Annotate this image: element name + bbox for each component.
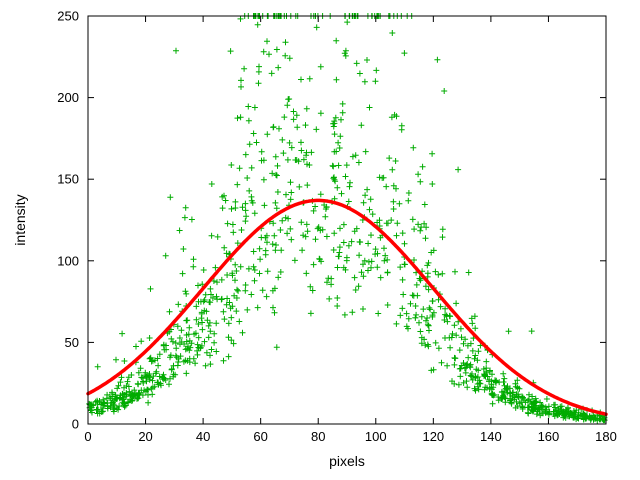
- y-axis-title: intensity: [12, 194, 28, 246]
- x-tick-label: 20: [138, 429, 152, 444]
- x-tick-label: 40: [196, 429, 210, 444]
- x-tick-label: 160: [538, 429, 560, 444]
- x-tick-label: 60: [253, 429, 267, 444]
- y-tick-label: 150: [57, 172, 79, 187]
- scatter-points: [86, 13, 608, 424]
- x-tick-label: 120: [422, 429, 444, 444]
- x-tick-label: 140: [480, 429, 502, 444]
- x-tick-label: 100: [365, 429, 387, 444]
- plot-border: [87, 15, 607, 425]
- x-tick-label: 180: [595, 429, 617, 444]
- x-axis-title: pixels: [329, 453, 365, 469]
- fit-curve: [86, 198, 608, 416]
- y-tick-label: 250: [57, 9, 79, 24]
- axis-ticks: 0 20 40 60 80 100 120 140 160 180 0 50 100 150 200 250: [57, 9, 617, 445]
- y-tick-label: 200: [57, 90, 79, 105]
- x-tick-label: 80: [311, 429, 325, 444]
- y-tick-label: 50: [65, 335, 79, 350]
- y-tick-label: 100: [57, 253, 79, 268]
- y-tick-label: 0: [72, 417, 79, 432]
- x-tick-label: 0: [84, 429, 91, 444]
